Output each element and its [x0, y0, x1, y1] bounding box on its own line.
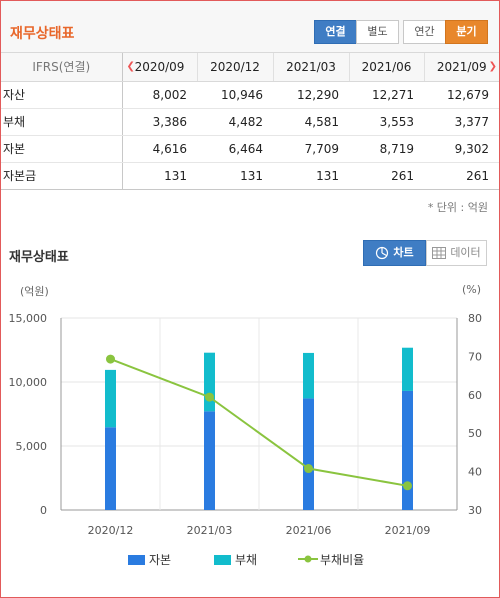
data-view-button[interactable]: 데이터: [426, 240, 487, 266]
table-cell: 10,946: [197, 81, 273, 109]
y-right-tick-label: 70: [468, 350, 482, 363]
pie-chart-icon: [376, 246, 389, 260]
row-label: 부채: [1, 108, 123, 136]
table-cell: 261: [424, 162, 499, 190]
table-cell: 3,553: [349, 108, 424, 136]
legend-swatch: [128, 555, 145, 565]
table-cell: 3,386: [122, 108, 197, 136]
bar-equity: [303, 398, 314, 510]
y-right-tick-label: 80: [468, 312, 482, 325]
y-right-tick-label: 60: [468, 389, 482, 402]
y-right-tick-label: 30: [468, 504, 482, 517]
annual-button[interactable]: 연간: [403, 20, 446, 44]
table-row: 자본 4,616 6,464 7,709 8,719 9,302: [1, 135, 499, 163]
table-row: 자본금 131 131 131 261 261: [1, 162, 499, 190]
x-tick-label: 2020/12: [88, 524, 134, 537]
legend-line-swatch: [298, 555, 318, 563]
point-debt-ratio: [304, 464, 313, 474]
bar-liabilities: [402, 347, 413, 391]
x-tick-label: 2021/06: [286, 524, 332, 537]
point-debt-ratio: [205, 392, 214, 402]
period-label: 2021/09: [436, 59, 487, 74]
legend-item-debt-ratio: 부채비율: [298, 551, 364, 568]
consolidated-button[interactable]: 연결: [314, 20, 357, 44]
chart-view-label: 차트: [393, 246, 414, 259]
period-label: 2020/09: [134, 59, 185, 74]
x-tick-label: 2021/03: [187, 524, 233, 537]
chevron-right-icon[interactable]: ❯: [488, 61, 497, 72]
column-header-ifrs: IFRS(연결): [1, 53, 123, 82]
bar-equity: [105, 427, 116, 510]
legend-label: 부채: [235, 553, 258, 567]
column-header-period: ❮ 2020/09: [121, 53, 197, 82]
y-right-tick-label: 40: [468, 466, 482, 479]
x-tick-label: 2021/09: [385, 524, 431, 537]
right-axis-unit: (%): [462, 283, 482, 296]
column-header-period: 2021/06: [348, 53, 424, 82]
bar-liabilities: [105, 369, 116, 428]
column-header-period: 2020/12: [196, 53, 273, 82]
y-left-tick-label: 10,000: [9, 376, 48, 389]
quarterly-button[interactable]: 분기: [445, 20, 488, 44]
financial-table: IFRS(연결) ❮ 2020/09 2020/12 2021/03 2021/…: [1, 53, 499, 190]
row-label: 자본금: [1, 162, 123, 190]
column-header-period: 2021/03: [272, 53, 349, 82]
legend-item-equity: 자본: [128, 551, 171, 568]
row-label: 자산: [1, 81, 123, 109]
table-cell: 131: [122, 162, 197, 190]
legend-swatch: [214, 555, 231, 565]
table-cell: 4,616: [122, 135, 197, 163]
line-debt-ratio: [110, 358, 408, 487]
chart-title: 재무상태표: [9, 250, 69, 265]
table-cell: 12,271: [349, 81, 424, 109]
y-left-tick-label: 5,000: [16, 440, 48, 453]
column-header-period: 2021/09 ❯: [423, 53, 499, 82]
table-cell: 9,302: [424, 135, 499, 163]
point-debt-ratio: [106, 354, 115, 364]
table-cell: 8,002: [122, 81, 197, 109]
table-header-row: IFRS(연결) ❮ 2020/09 2020/12 2021/03 2021/…: [1, 53, 499, 82]
unit-note: * 단위 : 억원: [427, 201, 488, 214]
page-title: 재무상태표: [10, 26, 75, 42]
table-cell: 12,290: [273, 81, 349, 109]
y-left-tick-label: 15,000: [9, 312, 48, 325]
y-left-tick-label: 0: [40, 504, 47, 517]
table-cell: 4,581: [273, 108, 349, 136]
combo-chart: 0 5,000 10,000 15,000 30 40 50 60 70 80 2020/12 202…: [9, 312, 483, 537]
left-axis-unit: (억원): [20, 285, 49, 298]
separate-button[interactable]: 별도: [356, 20, 399, 44]
data-view-label: 데이터: [450, 246, 481, 259]
point-debt-ratio: [403, 481, 412, 491]
bar-equity: [402, 390, 413, 510]
table-row: 자산 8,002 10,946 12,290 12,271 12,679: [1, 81, 499, 109]
table-cell: 7,709: [273, 135, 349, 163]
table-cell: 261: [349, 162, 424, 190]
table-cell: 12,679: [424, 81, 499, 109]
legend-item-liabilities: 부채: [214, 551, 257, 568]
chevron-left-icon[interactable]: ❮: [126, 61, 135, 72]
chart-view-button[interactable]: 차트: [363, 240, 426, 266]
bar-liabilities: [303, 352, 314, 399]
legend-label: 자본: [149, 553, 172, 567]
grid-table-icon: [432, 247, 447, 259]
table-cell: 4,482: [197, 108, 273, 136]
table-cell: 8,719: [349, 135, 424, 163]
row-label: 자본: [1, 135, 123, 163]
table-row: 부채 3,386 4,482 4,581 3,553 3,377: [1, 108, 499, 136]
table-cell: 3,377: [424, 108, 499, 136]
legend-label: 부채비율: [320, 553, 365, 567]
table-cell: 131: [197, 162, 273, 190]
table-cell: 6,464: [197, 135, 273, 163]
table-cell: 131: [273, 162, 349, 190]
bar-liabilities: [204, 352, 215, 412]
bar-equity: [204, 411, 215, 510]
y-right-tick-label: 50: [468, 427, 482, 440]
